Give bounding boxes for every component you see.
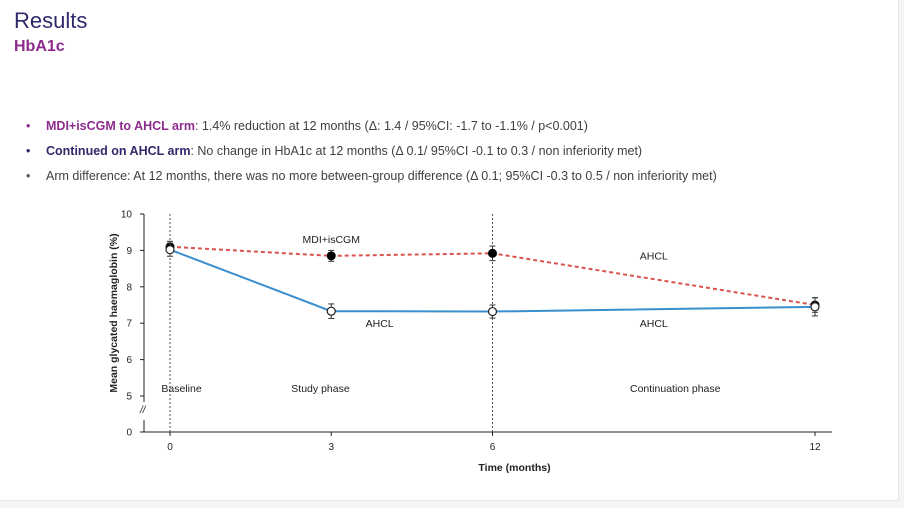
y-tick-label: 10 xyxy=(121,210,133,221)
bullet-dot-icon: • xyxy=(26,144,31,158)
series-line-2 xyxy=(169,248,816,313)
data-point-filled xyxy=(326,251,336,261)
window-edge xyxy=(899,0,904,508)
data-point-open xyxy=(810,302,820,312)
series-annotation: MDI+isCGM xyxy=(303,234,360,246)
y-tick-label: 8 xyxy=(126,282,132,293)
hba1c-line-chart: // 0 5 6 7 8 9 10 0 3 6 12 Time (months) Mean glycate… xyxy=(108,210,832,474)
bullet-text: Arm difference: At 12 months, there was … xyxy=(46,169,717,183)
y-tick-label: 6 xyxy=(126,355,132,366)
y-tick-label: 9 xyxy=(126,246,132,257)
bullet-item: • Continued on AHCL arm: No change in Hb… xyxy=(26,143,717,168)
axis-break-mark: // xyxy=(139,405,147,416)
page-subtitle: HbA1c xyxy=(14,38,65,55)
window-bottom-edge xyxy=(0,501,904,508)
x-tick-label: 12 xyxy=(809,442,821,453)
bullet-text: : 1.4% reduction at 12 months (Δ: 1.4 / … xyxy=(194,119,588,133)
y-tick-label: 0 xyxy=(126,428,132,439)
x-tick-label: 6 xyxy=(490,442,496,453)
bullet-item: • Arm difference: At 12 months, there wa… xyxy=(26,168,717,193)
phase-label: Continuation phase xyxy=(630,383,721,395)
series-line-1 xyxy=(169,245,816,306)
data-point-open xyxy=(326,306,336,316)
bullet-text: : No change in HbA1c at 12 months (Δ 0.1… xyxy=(190,144,643,158)
y-tick-label: 5 xyxy=(126,392,132,403)
data-point-open xyxy=(165,245,175,255)
phase-label: Study phase xyxy=(291,383,350,395)
page-title: Results xyxy=(14,8,88,33)
x-axis-title: Time (months) xyxy=(478,462,550,474)
phase-label: Baseline xyxy=(161,383,201,395)
series-annotation: AHCL xyxy=(366,318,394,330)
bullet-lead: MDI+isCGM to AHCL arm xyxy=(46,119,195,133)
series-annotation: AHCL xyxy=(640,318,668,330)
y-axis-title: Mean glycated haemaglobin (%) xyxy=(108,233,120,392)
x-tick-label: 3 xyxy=(328,442,334,453)
y-tick-label: 7 xyxy=(126,319,132,330)
bullet-dot-icon: • xyxy=(26,169,31,183)
bullet-dot-icon: • xyxy=(26,119,31,133)
series-annotation: AHCL xyxy=(640,251,668,263)
data-point-filled xyxy=(488,248,497,258)
x-tick-label: 0 xyxy=(167,442,173,453)
bullet-lead: Continued on AHCL arm xyxy=(46,144,191,158)
results-bullet-list: • MDI+isCGM to AHCL arm: 1.4% reduction … xyxy=(26,118,717,193)
data-point-open xyxy=(487,306,498,317)
bullet-item: • MDI+isCGM to AHCL arm: 1.4% reduction … xyxy=(26,118,717,143)
